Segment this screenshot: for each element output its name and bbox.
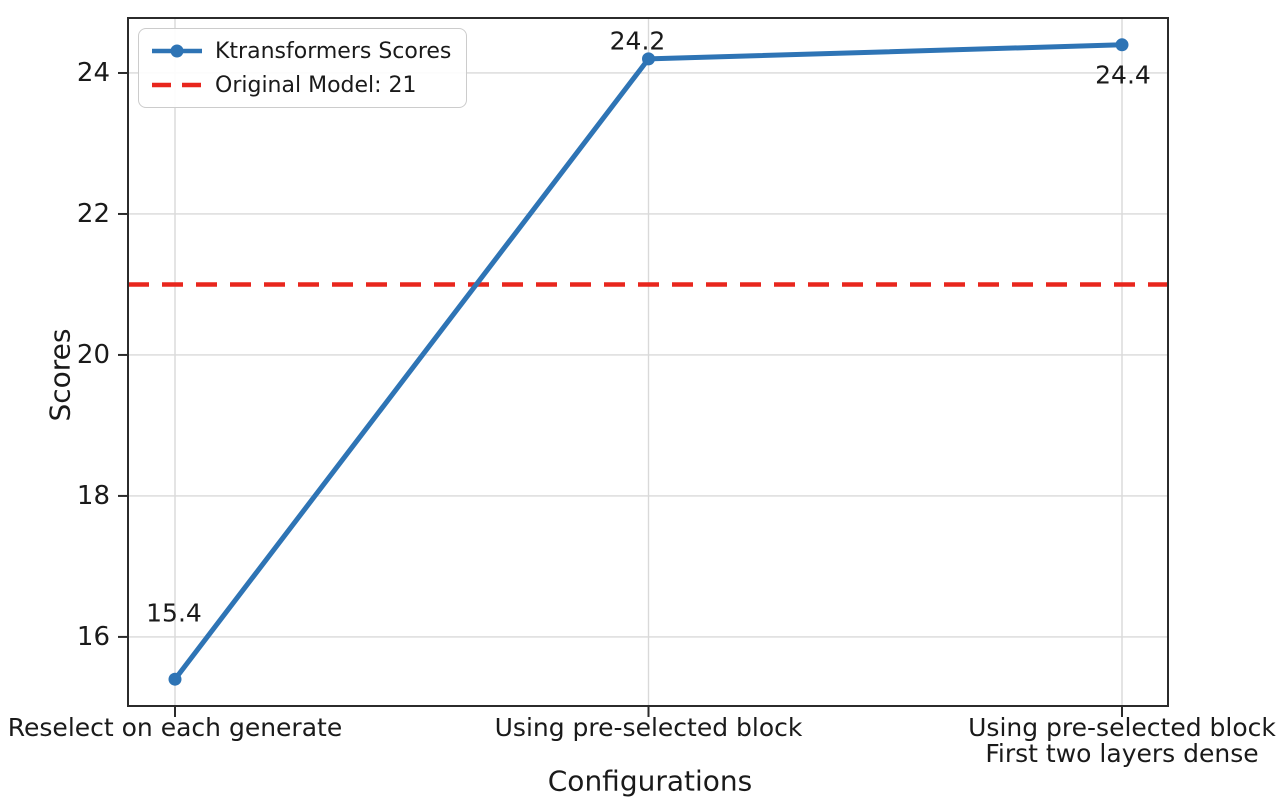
point-label: 24.4 [1095,60,1151,89]
y-tick-label: 22 [77,199,110,229]
legend-item-series: Ktransformers Scores [151,36,451,66]
x-tick-label: Using pre-selected block [968,713,1276,742]
x-tick-label: First two layers dense [985,739,1258,768]
x-tick-label: Reselect on each generate [8,713,342,742]
y-axis-label: Scores [43,328,77,422]
y-tick-label: 24 [77,58,110,88]
legend-label-series: Ktransformers Scores [215,38,452,64]
point-label: 15.4 [146,599,202,628]
legend: Ktransformers Scores Original Model: 21 [138,28,468,108]
series-marker [1115,38,1129,52]
x-axis-label: Configurations [547,764,753,798]
y-tick-label: 16 [77,622,110,652]
series-marker [168,672,182,686]
series-marker [642,52,655,66]
y-tick-label: 18 [77,481,110,511]
x-tick-label: Using pre-selected block [495,713,803,742]
legend-item-reference: Original Model: 21 [151,70,451,100]
legend-line-marker-icon [152,44,202,58]
y-tick-label: 20 [77,340,110,370]
legend-label-reference: Original Model: 21 [215,72,417,98]
point-label: 24.2 [610,26,666,55]
legend-dash-icon [152,82,202,88]
